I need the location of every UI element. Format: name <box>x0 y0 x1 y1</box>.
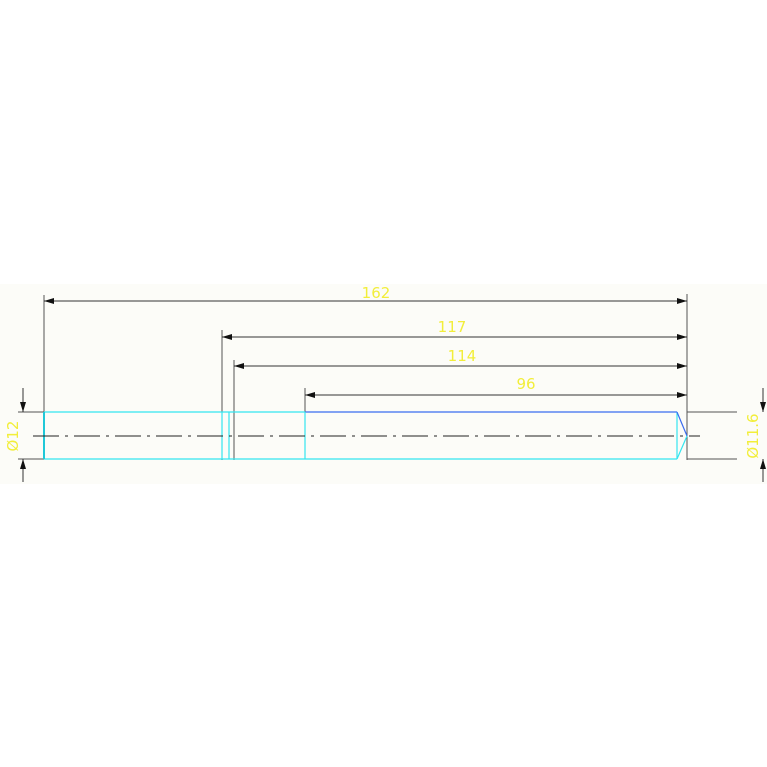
dim-text-117: 117 <box>438 318 467 336</box>
dim-text-diameter-left: Ø12 <box>4 421 22 452</box>
drawing-band <box>0 284 767 484</box>
dim-text-114: 114 <box>448 347 477 365</box>
dim-text-162: 162 <box>362 284 391 302</box>
shaft-part <box>43 411 688 460</box>
dim-text-96: 96 <box>516 375 535 393</box>
extension-lines <box>18 294 737 460</box>
dim-text-diameter-right: Ø11.6 <box>744 413 762 458</box>
